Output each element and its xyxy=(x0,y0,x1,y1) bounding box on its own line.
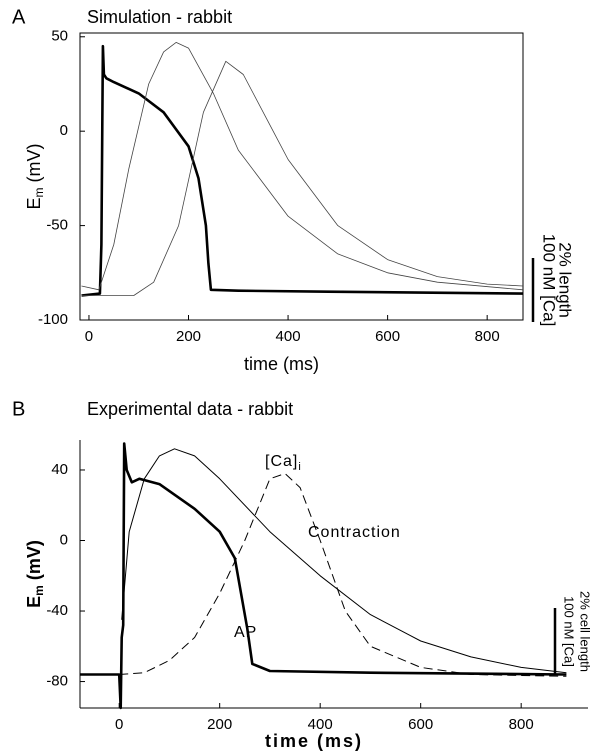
line-series xyxy=(119,473,567,677)
y-tick-label: -50 xyxy=(46,217,68,234)
line-series xyxy=(81,44,524,297)
y-tick-label: 0 xyxy=(60,531,68,548)
annotation-sub: i xyxy=(298,461,301,473)
y-label-unit: (mV) xyxy=(24,540,44,585)
panel-label: A xyxy=(12,6,26,28)
y-tick-label: 0 xyxy=(60,122,68,139)
x-tick-label: 800 xyxy=(475,328,500,345)
annotation: [Ca]i xyxy=(265,453,302,473)
x-tick-label: 600 xyxy=(375,328,400,345)
x-tick-label: 200 xyxy=(176,328,201,345)
x-tick-label: 200 xyxy=(207,716,232,733)
x-tick-label: 400 xyxy=(308,716,333,733)
scale-bar-label: 100 nM [Ca] xyxy=(562,596,577,667)
panel-title: Experimental data - rabbit xyxy=(87,399,293,419)
x-tick-label: 0 xyxy=(85,328,93,345)
x-tick-label: 0 xyxy=(115,716,123,733)
y-tick-label: -40 xyxy=(46,602,68,619)
scale-bar-label: 100 nM [Ca] xyxy=(540,234,559,327)
y-axis-label: Em (mV) xyxy=(24,143,46,209)
plot-frame xyxy=(79,32,524,321)
annotation-text: [Ca] xyxy=(265,453,298,470)
y-tick-label: -80 xyxy=(46,673,68,690)
line-series xyxy=(81,60,524,296)
y-axis-label: Em (mV) xyxy=(24,540,46,608)
y-label-sub: m xyxy=(32,187,46,197)
x-axis-label: time (ms) xyxy=(244,354,319,374)
annotation-text: AP xyxy=(234,624,257,641)
x-tick-label: 800 xyxy=(509,716,534,733)
x-tick-label: 400 xyxy=(276,328,301,345)
y-label-main: E xyxy=(24,596,44,608)
annotation: AP xyxy=(234,624,257,641)
y-tick-label: 40 xyxy=(51,461,68,478)
panel-title: Simulation - rabbit xyxy=(87,7,232,27)
line-series xyxy=(80,442,567,710)
scale-bar-label: 2% length xyxy=(556,242,575,318)
x-axis-label: time (ms) xyxy=(265,731,363,751)
annotation: Contraction xyxy=(308,524,401,541)
x-tick-label: 600 xyxy=(408,716,433,733)
annotation-text: Contraction xyxy=(308,524,401,541)
line-series xyxy=(81,42,524,291)
y-label-sub: m xyxy=(32,585,46,596)
y-tick-label: 50 xyxy=(51,28,68,45)
y-label-unit: (mV) xyxy=(24,143,44,187)
scale-bar-label: 2% cell length xyxy=(578,591,593,672)
y-tick-label: -100 xyxy=(38,311,68,328)
panel-label: B xyxy=(12,398,25,420)
y-label-main: E xyxy=(24,197,44,209)
line-series xyxy=(121,448,567,674)
